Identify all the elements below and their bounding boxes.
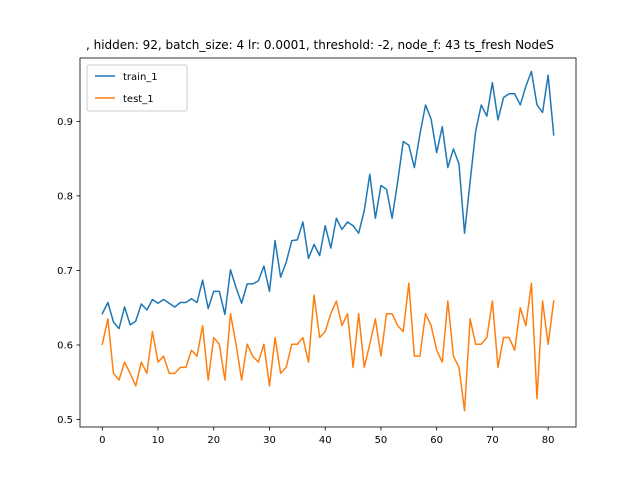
x-tick-label: 80 [542, 435, 555, 446]
axes-frame [79, 57, 577, 428]
x-tick-label: 10 [152, 435, 165, 446]
legend-label-train_1: train_1 [123, 72, 158, 83]
y-tick-label: 0.7 [57, 266, 73, 277]
legend: train_1 test_1 [86, 64, 188, 112]
x-tick-label: 50 [375, 435, 388, 446]
plot-area [101, 70, 555, 412]
series-line-test_1 [101, 282, 555, 412]
axes: 0 10 20 30 40 50 60 70 80 0.5 0.6 0.7 0.8 0.9 [57, 57, 577, 446]
x-tick-label: 30 [263, 435, 276, 446]
series-line-train_1 [101, 70, 555, 330]
y-tick-label: 0.9 [57, 117, 73, 128]
x-tick-label: 0 [99, 435, 105, 446]
y-tick-label: 0.8 [57, 191, 73, 202]
x-tick-label: 70 [486, 435, 499, 446]
legend-label-test_1: test_1 [123, 94, 154, 105]
x-tick-label: 40 [319, 435, 332, 446]
x-tick-label: 20 [207, 435, 220, 446]
y-tick-label: 0.6 [57, 341, 73, 352]
chart-title: , hidden: 92, batch_size: 4 lr: 0.0001, … [86, 38, 554, 52]
x-tick-label: 60 [430, 435, 443, 446]
y-tick-label: 0.5 [57, 415, 73, 426]
